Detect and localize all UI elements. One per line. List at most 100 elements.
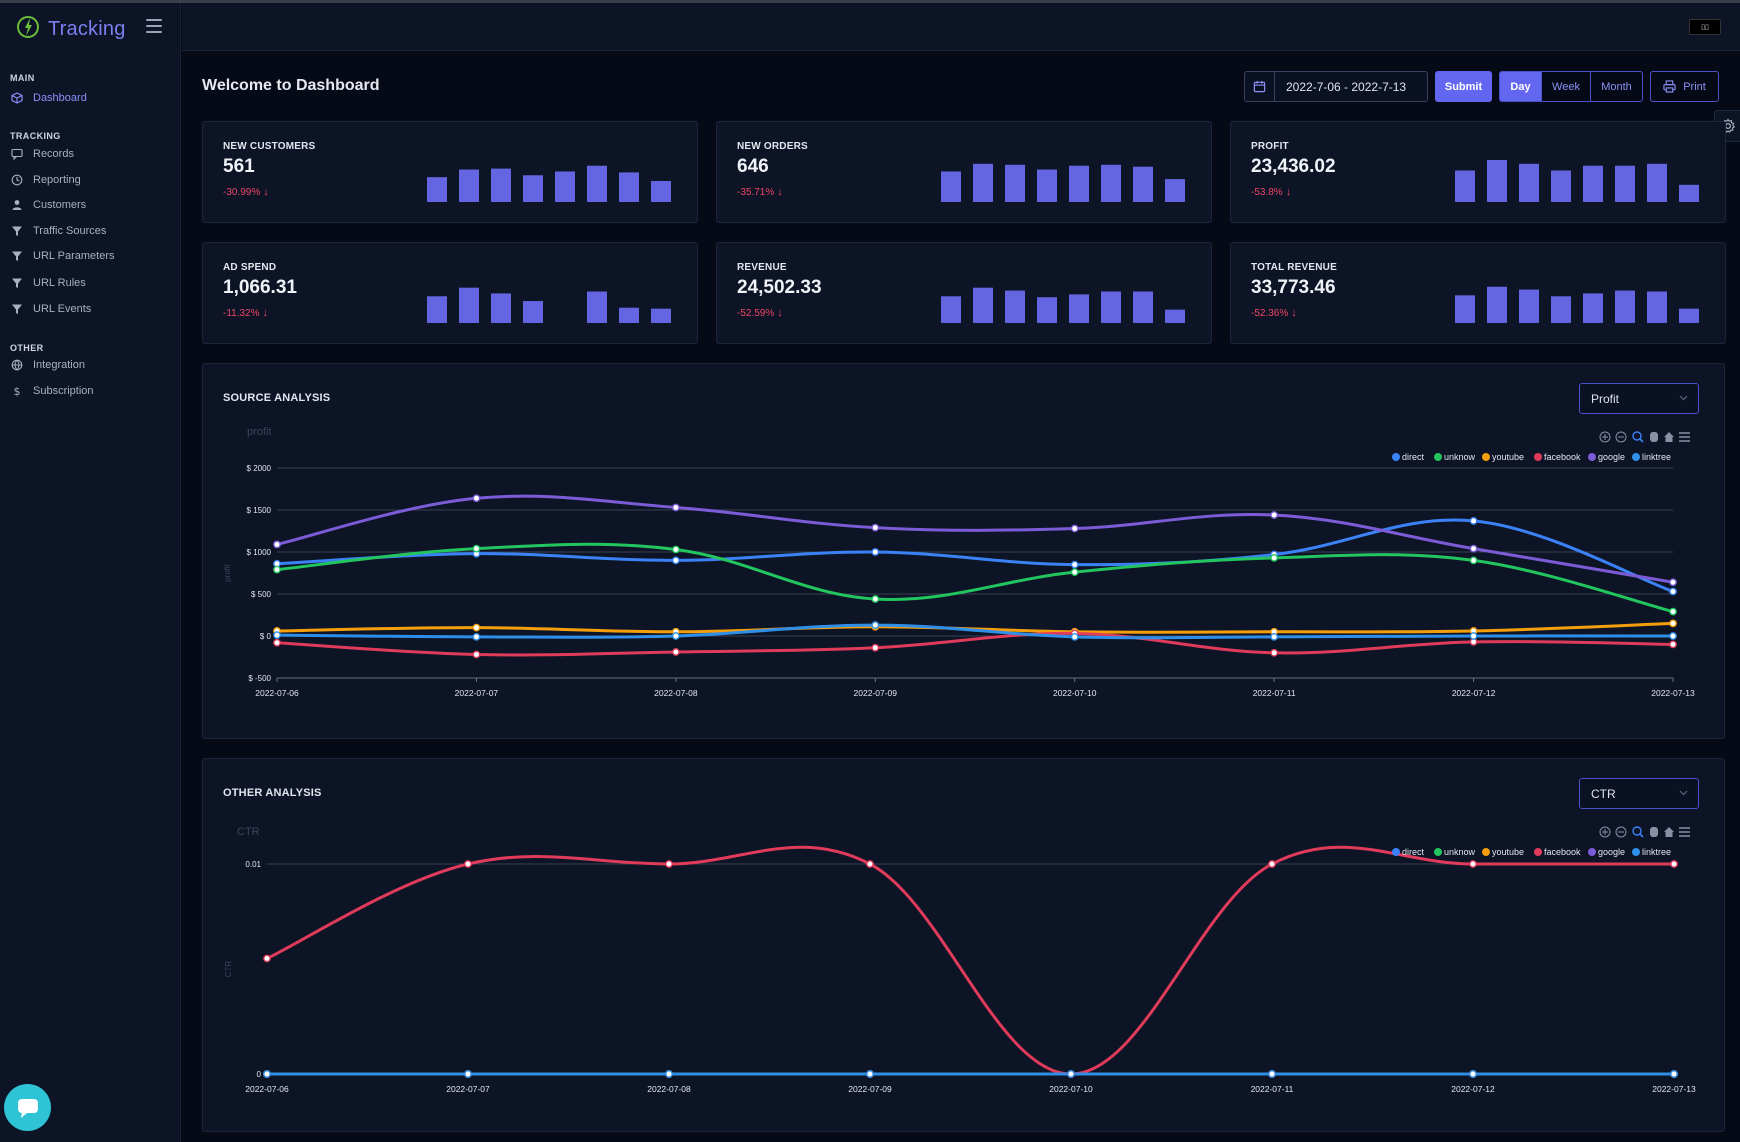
legend-item-linktree[interactable]: linktree	[1632, 847, 1671, 857]
data-point[interactable]	[871, 621, 880, 629]
sidebar-item-url-parameters[interactable]: URL Parameters	[10, 246, 175, 266]
data-point[interactable]	[472, 623, 481, 632]
sidebar-item-records[interactable]: Records	[10, 144, 175, 164]
data-point[interactable]	[1669, 587, 1677, 596]
data-point[interactable]	[671, 648, 680, 656]
legend-item-linktree[interactable]: linktree	[1632, 452, 1671, 462]
data-point[interactable]	[671, 545, 680, 554]
legend-item-google[interactable]: google	[1588, 847, 1625, 857]
data-point[interactable]	[1670, 1070, 1678, 1078]
home-icon[interactable]	[1664, 432, 1674, 442]
data-point[interactable]	[871, 595, 880, 603]
legend-item-unknow[interactable]: unknow	[1434, 452, 1476, 462]
zoom-out-icon[interactable]	[1615, 826, 1627, 838]
chat-widget-button[interactable]	[4, 1084, 51, 1131]
data-point[interactable]	[1270, 648, 1279, 657]
data-point[interactable]	[464, 860, 472, 868]
legend-item-direct[interactable]: direct	[1392, 847, 1425, 857]
data-point[interactable]	[472, 632, 481, 641]
data-point[interactable]	[671, 503, 680, 512]
legend-item-youtube[interactable]: youtube	[1482, 847, 1524, 857]
data-point[interactable]	[1070, 632, 1079, 641]
legend-item-youtube[interactable]: youtube	[1482, 452, 1524, 462]
sidebar-item-traffic-sources[interactable]: Traffic Sources	[10, 221, 175, 241]
data-point[interactable]	[1669, 578, 1677, 587]
period-month-button[interactable]: Month	[1590, 72, 1642, 101]
zoom-select-icon[interactable]	[1632, 431, 1644, 443]
data-point[interactable]	[1469, 1070, 1477, 1078]
data-point[interactable]	[1669, 632, 1677, 640]
chart-menu-icon[interactable]	[1679, 432, 1690, 442]
data-point[interactable]	[1070, 524, 1079, 533]
data-point[interactable]	[1669, 640, 1677, 649]
data-point[interactable]	[671, 556, 680, 565]
data-point[interactable]	[866, 860, 874, 868]
brand[interactable]: Tracking	[16, 13, 126, 45]
print-button[interactable]: Print	[1650, 71, 1719, 102]
legend-item-unknow[interactable]: unknow	[1434, 847, 1476, 857]
sidebar-item-integration[interactable]: Integration	[10, 355, 175, 375]
data-point[interactable]	[866, 1070, 874, 1078]
data-point[interactable]	[472, 494, 481, 503]
data-point[interactable]	[263, 1070, 271, 1078]
sidebar-item-url-events[interactable]: URL Events	[10, 299, 175, 319]
data-point[interactable]	[263, 954, 271, 963]
data-point[interactable]	[1469, 517, 1478, 525]
data-point[interactable]	[273, 638, 281, 647]
period-week-button[interactable]: Week	[1541, 72, 1590, 101]
source-metric-select[interactable]: Profit	[1579, 383, 1699, 414]
sidebar-item-reporting[interactable]: Reporting	[10, 170, 175, 190]
data-point[interactable]	[871, 548, 880, 556]
data-point[interactable]	[1268, 1070, 1276, 1078]
legend-item-direct[interactable]: direct	[1392, 452, 1425, 462]
data-point[interactable]	[1469, 860, 1477, 868]
legend-item-facebook[interactable]: facebook	[1534, 452, 1581, 462]
data-point[interactable]	[1669, 619, 1677, 628]
sidebar-item-url-rules[interactable]: URL Rules	[10, 273, 175, 293]
zoom-in-icon[interactable]	[1599, 431, 1611, 443]
data-point[interactable]	[273, 565, 281, 574]
other-metric-select[interactable]: CTR	[1579, 778, 1699, 809]
data-point[interactable]	[464, 1070, 472, 1078]
data-point[interactable]	[1268, 860, 1276, 868]
sidebar-item-subscription[interactable]: $ Subscription	[10, 381, 175, 401]
sidebar-item-customers[interactable]: Customers	[10, 195, 175, 215]
other-analysis-chart[interactable]: CTR CTR 0 0.01 2022-07-06 2022-07-07 2022-07-0…	[203, 759, 1726, 1133]
period-day-button[interactable]: Day	[1500, 72, 1541, 101]
data-point[interactable]	[1270, 632, 1279, 641]
data-point[interactable]	[665, 860, 673, 868]
data-point[interactable]	[273, 540, 281, 549]
sidebar-item-dashboard[interactable]: Dashboard	[10, 88, 175, 108]
data-point[interactable]	[871, 523, 880, 532]
data-point[interactable]	[665, 1070, 673, 1078]
pan-hand-icon[interactable]	[1650, 827, 1658, 837]
data-point[interactable]	[1670, 860, 1678, 868]
data-point[interactable]	[1067, 1070, 1075, 1078]
data-point[interactable]	[871, 643, 880, 652]
legend-item-google[interactable]: google	[1588, 452, 1625, 462]
data-point[interactable]	[472, 544, 481, 553]
submit-button[interactable]: Submit	[1435, 71, 1492, 102]
user-avatar-badge[interactable]: ▯▯	[1689, 19, 1721, 35]
pan-hand-icon[interactable]	[1650, 432, 1658, 442]
data-point[interactable]	[671, 632, 680, 640]
source-analysis-chart[interactable]: profit profit $ -500 $ 0 $ 500 $ 1000 $ 1500 $ …	[203, 364, 1726, 740]
zoom-in-icon[interactable]	[1599, 826, 1611, 838]
home-icon[interactable]	[1664, 827, 1674, 837]
data-point[interactable]	[1070, 568, 1079, 577]
data-point[interactable]	[472, 650, 481, 659]
data-point[interactable]	[273, 631, 281, 640]
data-point[interactable]	[1469, 632, 1478, 640]
data-point[interactable]	[1469, 556, 1478, 565]
menu-toggle-icon[interactable]	[146, 19, 162, 33]
zoom-select-icon[interactable]	[1632, 826, 1644, 838]
legend-item-facebook[interactable]: facebook	[1534, 847, 1581, 857]
data-point[interactable]	[1669, 607, 1677, 616]
data-point[interactable]	[1469, 544, 1478, 553]
chart-menu-icon[interactable]	[1679, 827, 1690, 837]
data-point[interactable]	[1270, 553, 1279, 562]
zoom-out-icon[interactable]	[1615, 431, 1627, 443]
data-point[interactable]	[1070, 560, 1079, 569]
date-range-picker[interactable]: 2022-7-06 - 2022-7-13	[1244, 71, 1428, 102]
data-point[interactable]	[1270, 511, 1279, 519]
